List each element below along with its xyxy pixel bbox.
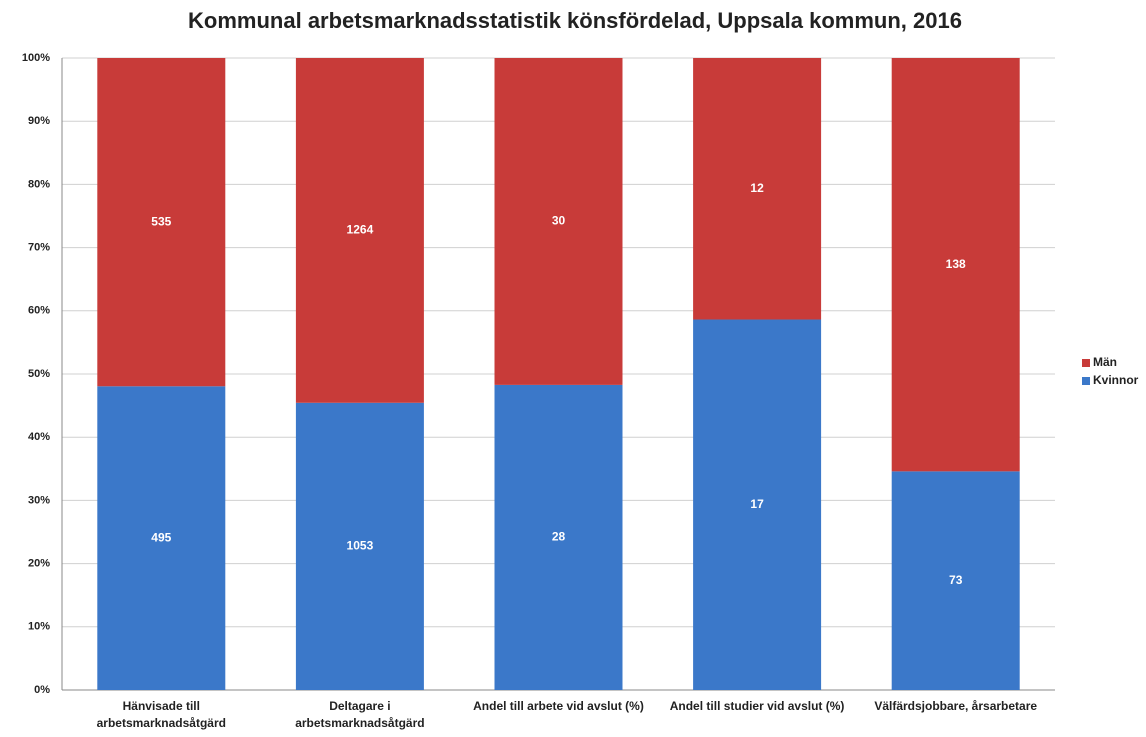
- bar-segment: [494, 384, 623, 690]
- legend-label: Män: [1093, 355, 1117, 369]
- y-tick-label: 60%: [28, 305, 50, 317]
- legend-swatch: [1082, 359, 1090, 367]
- data-label: 30: [552, 214, 566, 228]
- x-tick-label: Andel till arbete vid avslut (%): [473, 699, 644, 713]
- bar-segment: [891, 471, 1020, 690]
- legend-label: Kvinnor: [1093, 373, 1139, 387]
- bar-segment: [295, 58, 424, 403]
- y-tick-label: 40%: [28, 431, 50, 443]
- y-tick-label: 80%: [28, 178, 50, 190]
- data-label: 138: [946, 257, 966, 271]
- bar-segment: [693, 319, 822, 690]
- chart-title: Kommunal arbetsmarknadsstatistik könsför…: [188, 8, 962, 33]
- y-tick-label: 70%: [28, 242, 50, 254]
- data-label: 1053: [347, 539, 374, 553]
- bar-segment: [891, 58, 1020, 472]
- data-label: 12: [750, 181, 764, 195]
- data-label: 495: [151, 530, 171, 544]
- bar-segment: [693, 58, 822, 320]
- bar-segment: [97, 386, 226, 690]
- data-label: 28: [552, 530, 566, 544]
- legend-swatch: [1082, 377, 1090, 385]
- y-tick-label: 20%: [28, 558, 50, 570]
- x-tick-label: Deltagare i arbetsmarknadsåtgärd: [295, 699, 425, 730]
- y-tick-label: 0%: [34, 684, 50, 696]
- data-label: 17: [750, 497, 764, 511]
- bar-segment: [97, 58, 226, 387]
- x-tick-label: Hänvisade till arbetsmarknadsåtgärd: [96, 699, 226, 730]
- y-tick-label: 30%: [28, 494, 50, 506]
- data-label: 1264: [347, 223, 374, 237]
- bar-segment: [494, 58, 623, 385]
- y-tick-label: 100%: [22, 52, 50, 64]
- x-tick-label: Andel till studier vid avslut (%): [669, 699, 845, 713]
- data-label: 73: [949, 573, 963, 587]
- y-tick-label: 90%: [28, 115, 50, 127]
- bar-segment: [295, 402, 424, 690]
- data-label: 535: [151, 214, 171, 228]
- x-tick-label: Välfärdsjobbare, årsarbetare: [874, 699, 1038, 713]
- y-tick-label: 10%: [28, 621, 50, 633]
- y-tick-label: 50%: [28, 368, 50, 380]
